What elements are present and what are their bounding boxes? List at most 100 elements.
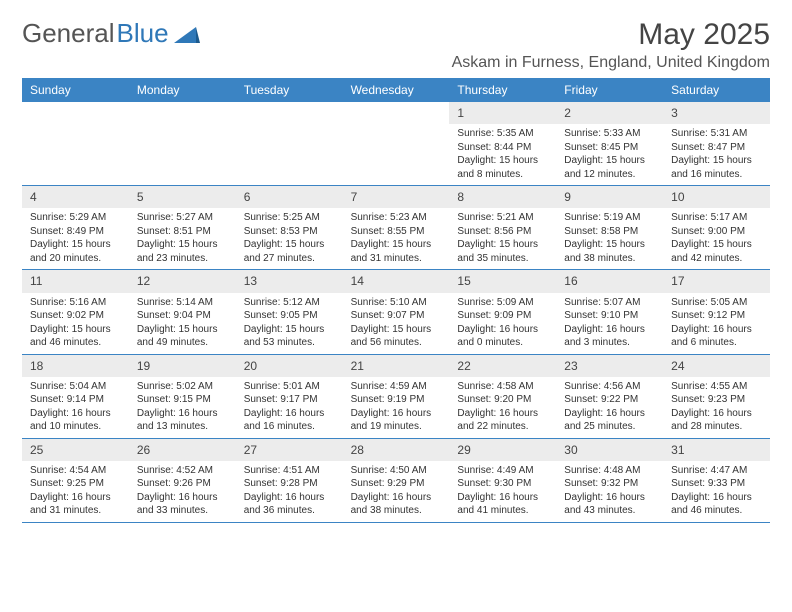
day-info: Sunrise: 5:10 AMSunset: 9:07 PMDaylight:…: [343, 296, 450, 350]
day-number: 1: [449, 102, 556, 124]
day-number: 21: [343, 355, 450, 377]
day-cell: 21 Sunrise: 4:59 AMSunset: 9:19 PMDayligh…: [343, 355, 450, 438]
daylight-line: Daylight: 16 hours and 22 minutes.: [457, 407, 548, 434]
day-number: 19: [129, 355, 236, 377]
empty-cell: [236, 102, 343, 185]
sunset-line: Sunset: 9:02 PM: [30, 309, 121, 323]
day-number: 27: [236, 439, 343, 461]
sunrise-line: Sunrise: 5:33 AM: [564, 127, 655, 141]
calendar: SundayMondayTuesdayWednesdayThursdayFrid…: [22, 78, 770, 523]
sunset-line: Sunset: 9:12 PM: [671, 309, 762, 323]
sunset-line: Sunset: 8:47 PM: [671, 141, 762, 155]
sunset-line: Sunset: 8:49 PM: [30, 225, 121, 239]
day-cell: 19 Sunrise: 5:02 AMSunset: 9:15 PMDayligh…: [129, 355, 236, 438]
day-info: Sunrise: 4:59 AMSunset: 9:19 PMDaylight:…: [343, 380, 450, 434]
daylight-line: Daylight: 15 hours and 38 minutes.: [564, 238, 655, 265]
sunset-line: Sunset: 8:53 PM: [244, 225, 335, 239]
sunrise-line: Sunrise: 4:55 AM: [671, 380, 762, 394]
brand-part1: General: [22, 18, 115, 49]
sunset-line: Sunset: 9:22 PM: [564, 393, 655, 407]
weekday-header: Thursday: [449, 78, 556, 102]
sunrise-line: Sunrise: 5:29 AM: [30, 211, 121, 225]
day-number: 4: [22, 186, 129, 208]
day-cell: 18Sunrise: 5:04 AMSunset: 9:14 PMDayligh…: [22, 355, 129, 438]
day-cell: 20Sunrise: 5:01 AMSunset: 9:17 PMDayligh…: [236, 355, 343, 438]
day-cell: 3Sunrise: 5:31 AMSunset: 8:47 PMDaylight…: [663, 102, 770, 185]
day-number: 17: [663, 270, 770, 292]
sunrise-line: Sunrise: 4:51 AM: [244, 464, 335, 478]
sunrise-line: Sunrise: 4:58 AM: [457, 380, 548, 394]
weekday-header: Wednesday: [343, 78, 450, 102]
sunrise-line: Sunrise: 5:07 AM: [564, 296, 655, 310]
day-info: Sunrise: 4:56 AMSunset: 9:22 PMDaylight:…: [556, 380, 663, 434]
daylight-line: Daylight: 15 hours and 8 minutes.: [457, 154, 548, 181]
weeks-container: 1Sunrise: 5:35 AMSunset: 8:44 PMDaylight…: [22, 102, 770, 523]
day-info: Sunrise: 5:16 AMSunset: 9:02 PMDaylight:…: [22, 296, 129, 350]
sunrise-line: Sunrise: 4:56 AM: [564, 380, 655, 394]
day-number: 20: [236, 355, 343, 377]
sunset-line: Sunset: 9:29 PM: [351, 477, 442, 491]
day-info: Sunrise: 5:02 AMSunset: 9:15 PMDaylight:…: [129, 380, 236, 434]
week-row: 11Sunrise: 5:16 AMSunset: 9:02 PMDayligh…: [22, 270, 770, 354]
day-number: 15: [449, 270, 556, 292]
daylight-line: Daylight: 16 hours and 0 minutes.: [457, 323, 548, 350]
day-info: Sunrise: 4:47 AMSunset: 9:33 PMDaylight:…: [663, 464, 770, 518]
sunrise-line: Sunrise: 4:50 AM: [351, 464, 442, 478]
page-header: GeneralBlue May 2025 Askam in Furness, E…: [22, 18, 770, 72]
day-number: 24: [663, 355, 770, 377]
day-info: Sunrise: 5:04 AMSunset: 9:14 PMDaylight:…: [22, 380, 129, 434]
day-number: 23: [556, 355, 663, 377]
sunrise-line: Sunrise: 5:05 AM: [671, 296, 762, 310]
daylight-line: Daylight: 15 hours and 31 minutes.: [351, 238, 442, 265]
day-number: 11: [22, 270, 129, 292]
daylight-line: Daylight: 16 hours and 43 minutes.: [564, 491, 655, 518]
day-cell: 30Sunrise: 4:48 AMSunset: 9:32 PMDayligh…: [556, 439, 663, 522]
day-cell: 7 Sunrise: 5:23 AMSunset: 8:55 PMDaylight…: [343, 186, 450, 269]
weekday-header: Friday: [556, 78, 663, 102]
daylight-line: Daylight: 15 hours and 23 minutes.: [137, 238, 228, 265]
day-cell: 9Sunrise: 5:19 AMSunset: 8:58 PMDaylight…: [556, 186, 663, 269]
sunrise-line: Sunrise: 5:31 AM: [671, 127, 762, 141]
daylight-line: Daylight: 15 hours and 35 minutes.: [457, 238, 548, 265]
day-number: 22: [449, 355, 556, 377]
sunset-line: Sunset: 9:00 PM: [671, 225, 762, 239]
day-info: Sunrise: 5:27 AMSunset: 8:51 PMDaylight:…: [129, 211, 236, 265]
sunrise-line: Sunrise: 5:04 AM: [30, 380, 121, 394]
daylight-line: Daylight: 15 hours and 20 minutes.: [30, 238, 121, 265]
title-block: May 2025 Askam in Furness, England, Unit…: [452, 18, 770, 72]
daylight-line: Daylight: 16 hours and 13 minutes.: [137, 407, 228, 434]
day-number: 8: [449, 186, 556, 208]
day-cell: 6Sunrise: 5:25 AMSunset: 8:53 PMDaylight…: [236, 186, 343, 269]
day-cell: 8Sunrise: 5:21 AMSunset: 8:56 PMDaylight…: [449, 186, 556, 269]
sunset-line: Sunset: 9:32 PM: [564, 477, 655, 491]
sunrise-line: Sunrise: 4:47 AM: [671, 464, 762, 478]
week-row: 25Sunrise: 4:54 AMSunset: 9:25 PMDayligh…: [22, 439, 770, 523]
day-info: Sunrise: 5:23 AMSunset: 8:55 PMDaylight:…: [343, 211, 450, 265]
sunset-line: Sunset: 9:05 PM: [244, 309, 335, 323]
day-cell: 17Sunrise: 5:05 AMSunset: 9:12 PMDayligh…: [663, 270, 770, 353]
day-cell: 26Sunrise: 4:52 AMSunset: 9:26 PMDayligh…: [129, 439, 236, 522]
day-number: 6: [236, 186, 343, 208]
week-row: 18Sunrise: 5:04 AMSunset: 9:14 PMDayligh…: [22, 355, 770, 439]
day-cell: 29Sunrise: 4:49 AMSunset: 9:30 PMDayligh…: [449, 439, 556, 522]
sunset-line: Sunset: 9:07 PM: [351, 309, 442, 323]
sunset-line: Sunset: 9:14 PM: [30, 393, 121, 407]
sunset-line: Sunset: 9:17 PM: [244, 393, 335, 407]
day-info: Sunrise: 5:29 AMSunset: 8:49 PMDaylight:…: [22, 211, 129, 265]
weekday-header-row: SundayMondayTuesdayWednesdayThursdayFrid…: [22, 78, 770, 102]
sunrise-line: Sunrise: 5:16 AM: [30, 296, 121, 310]
day-number: 7: [343, 186, 450, 208]
daylight-line: Daylight: 15 hours and 27 minutes.: [244, 238, 335, 265]
sunrise-line: Sunrise: 4:59 AM: [351, 380, 442, 394]
daylight-line: Daylight: 15 hours and 56 minutes.: [351, 323, 442, 350]
sunrise-line: Sunrise: 5:10 AM: [351, 296, 442, 310]
location-text: Askam in Furness, England, United Kingdo…: [452, 54, 770, 72]
daylight-line: Daylight: 15 hours and 53 minutes.: [244, 323, 335, 350]
daylight-line: Daylight: 15 hours and 49 minutes.: [137, 323, 228, 350]
sunset-line: Sunset: 9:25 PM: [30, 477, 121, 491]
daylight-line: Daylight: 15 hours and 42 minutes.: [671, 238, 762, 265]
day-info: Sunrise: 5:17 AMSunset: 9:00 PMDaylight:…: [663, 211, 770, 265]
daylight-line: Daylight: 16 hours and 28 minutes.: [671, 407, 762, 434]
sunrise-line: Sunrise: 5:01 AM: [244, 380, 335, 394]
day-cell: 12Sunrise: 5:14 AMSunset: 9:04 PMDayligh…: [129, 270, 236, 353]
